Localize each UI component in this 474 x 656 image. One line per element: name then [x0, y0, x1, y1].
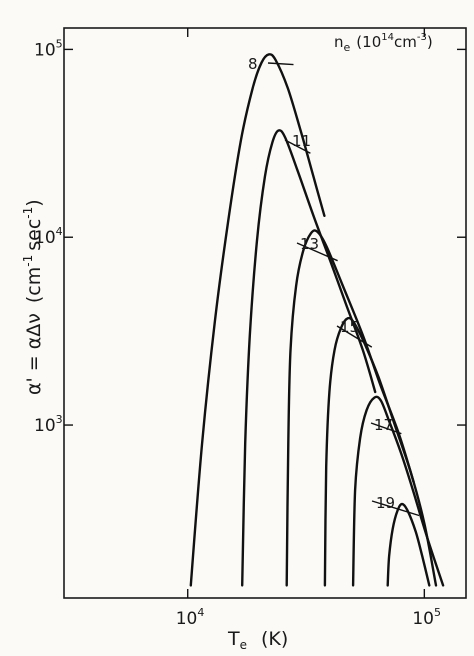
leader-line-19	[371, 500, 420, 517]
series-labels: 8 11 13 15 17 19	[248, 55, 395, 512]
legend-symbol: n	[334, 33, 344, 51]
x-label-subscript: e	[240, 638, 247, 652]
series-line-15	[323, 316, 438, 587]
y-axis-label: α' = αΔν(cm-1sec-1)	[21, 199, 45, 395]
y-tick-exp: 4	[56, 225, 63, 238]
series-label-13: 13	[300, 235, 319, 253]
leader-line-8	[267, 62, 294, 66]
leader-line-17	[370, 422, 402, 435]
y-label-unit-b-exp: -1	[21, 207, 35, 219]
legend-title: ne (1014cm-3)	[334, 32, 433, 54]
legend-unit-exp2: -3	[417, 32, 427, 43]
x-axis-label: Te (K)	[227, 628, 288, 652]
series-line-17	[351, 395, 445, 587]
x-tick-exp: 4	[197, 606, 204, 619]
y-tick-base: 10	[34, 228, 56, 248]
y-label-unit-close: )	[23, 199, 45, 206]
series-label-19: 19	[376, 494, 395, 512]
x-tick-label: 104	[176, 606, 205, 629]
y-tick-exp: 3	[56, 413, 63, 426]
x-tick-base: 10	[176, 609, 198, 629]
x-label-symbol: T	[227, 628, 240, 650]
y-tick-label: 104	[34, 225, 63, 248]
x-tick-label: 105	[412, 606, 441, 629]
y-label-unit-a-exp: -1	[21, 255, 35, 267]
series-line-19	[386, 502, 431, 587]
series-label-15: 15	[340, 318, 359, 336]
x-label-unit: (K)	[261, 628, 288, 650]
y-tick-label: 103	[34, 413, 63, 436]
series-label-11: 11	[292, 132, 311, 150]
y-tick-base: 10	[34, 40, 56, 60]
y-tick-exp: 5	[56, 37, 63, 50]
series-line-8	[189, 53, 326, 587]
series-line-11	[241, 129, 377, 587]
series-line-13	[285, 229, 415, 587]
legend-unit-suffix: )	[427, 33, 433, 51]
legend-unit-mid: cm	[394, 33, 417, 51]
x-axis-ticks: 104 105	[176, 28, 441, 629]
legend-unit-exp: 14	[381, 32, 394, 43]
x-tick-exp: 5	[434, 606, 441, 619]
series-label-8: 8	[248, 55, 258, 73]
label-leaders	[267, 62, 420, 517]
y-label-unit-a: (cm	[23, 267, 45, 303]
legend-unit-prefix: (10	[356, 33, 381, 51]
leader-line-15	[336, 325, 373, 348]
y-tick-base: 10	[34, 416, 56, 436]
leader-line-11	[284, 139, 311, 154]
plot-frame	[63, 27, 467, 599]
y-label-left: α' = αΔν	[23, 313, 45, 395]
y-tick-label: 105	[34, 37, 63, 60]
x-tick-base: 10	[412, 609, 434, 629]
leader-line-13	[296, 242, 338, 262]
y-label-unit-b: sec	[23, 219, 45, 251]
series-label-17: 17	[374, 416, 393, 434]
legend-subscript: e	[344, 41, 351, 54]
series-curves	[189, 53, 445, 587]
